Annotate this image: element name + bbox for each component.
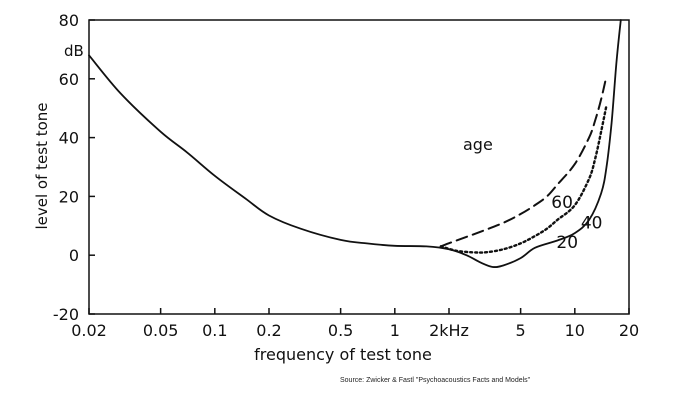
x-tick-label-6: 2kHz xyxy=(429,321,469,340)
plot-frame xyxy=(88,19,630,315)
y-axis-label: level of test tone xyxy=(33,102,51,229)
series-40-line xyxy=(439,104,608,254)
chart-labels: 0.02 0.05 0.1 0.2 0.5 1 2kHz 5 10 20-200204060802… xyxy=(53,11,639,340)
series-label-40: 40 xyxy=(581,214,603,234)
x-tick-label-2: 0.1 xyxy=(202,321,227,340)
series-60-line xyxy=(439,74,608,248)
x-tick-label-0: 0.02 xyxy=(71,321,107,340)
x-tick-label-4: 0.5 xyxy=(328,321,353,340)
x-tick-label-5: 1 xyxy=(390,321,400,340)
series-curves xyxy=(88,19,622,269)
x-tick-label-3: 0.2 xyxy=(256,321,281,340)
y-tick-label-3: 40 xyxy=(59,129,79,148)
y-tick-label-1: 0 xyxy=(69,246,79,265)
y-tick-label-2: 20 xyxy=(59,187,79,206)
x-tick-label-7: 5 xyxy=(516,321,526,340)
source-note: Source: Zwicker & Fastl "Psychoacoustics… xyxy=(340,377,531,384)
y-tick-label-5: 80 xyxy=(59,11,79,30)
y-tick-label-0: -20 xyxy=(53,305,79,324)
legend-title: age xyxy=(463,135,493,154)
y-unit-label: dB xyxy=(64,42,84,60)
x-tick-label-8: 10 xyxy=(565,321,585,340)
x-tick-label-9: 20 xyxy=(619,321,639,340)
y-tick-label-4: 60 xyxy=(59,70,79,89)
x-axis-label: frequency of test tone xyxy=(254,345,432,364)
x-tick-label-1: 0.05 xyxy=(143,321,179,340)
series-label-20: 20 xyxy=(556,233,578,253)
series-label-60: 60 xyxy=(551,193,573,213)
axis-ticks xyxy=(88,19,630,315)
series-20-line xyxy=(88,19,622,269)
